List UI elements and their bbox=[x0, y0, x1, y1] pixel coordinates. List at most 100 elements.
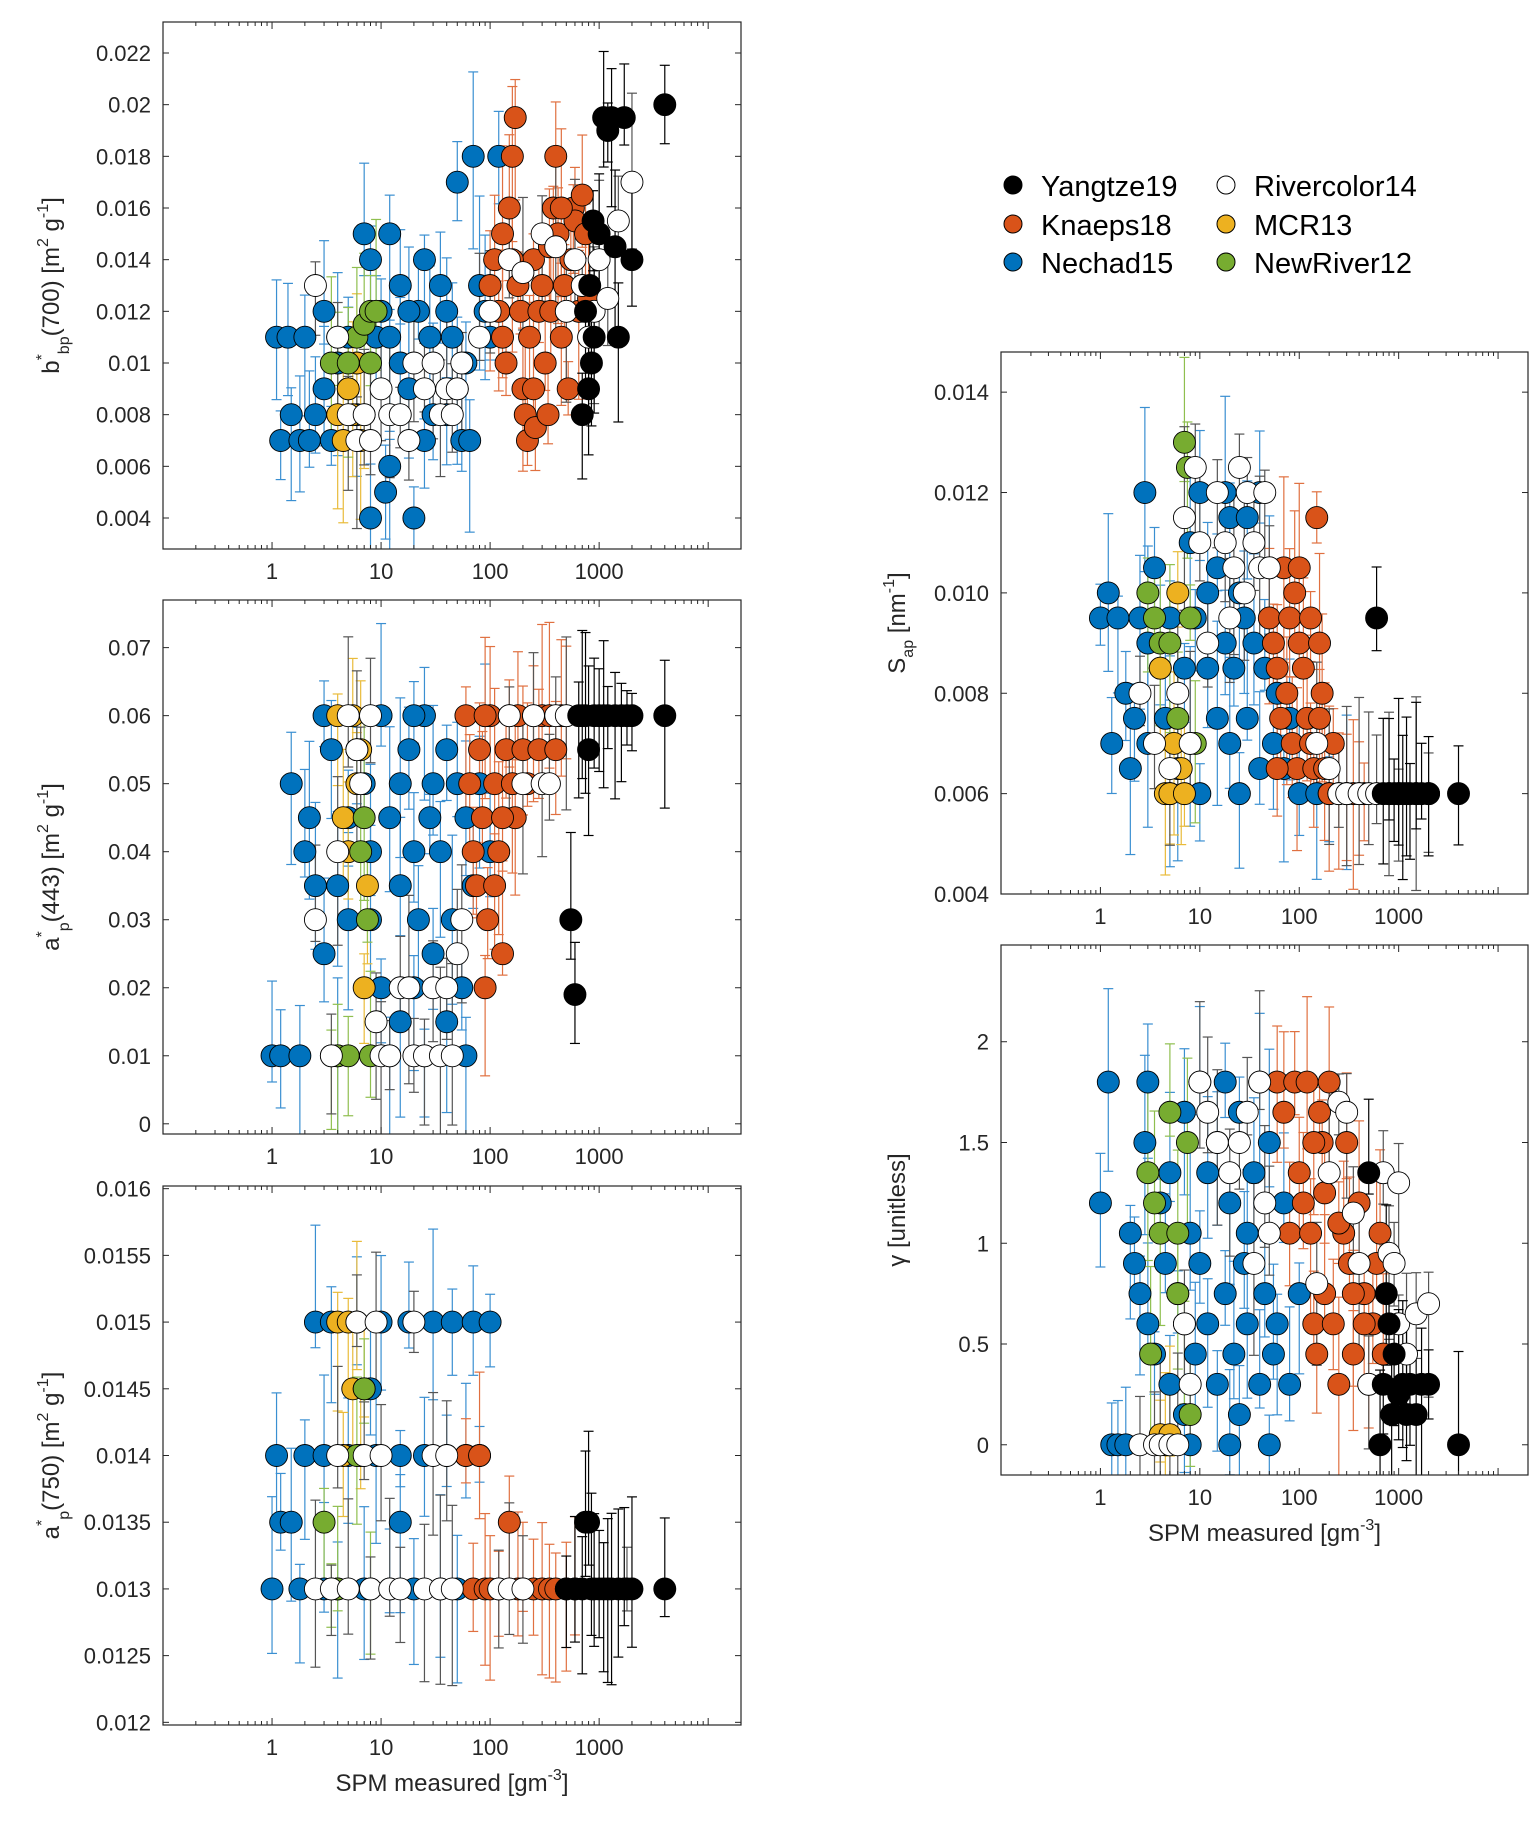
data-point bbox=[473, 976, 497, 1000]
data-point bbox=[1175, 1131, 1199, 1154]
y-tick-label: 0.018 bbox=[96, 144, 151, 169]
x-tick-label: 1000 bbox=[1374, 904, 1423, 929]
x-tick-label: 1000 bbox=[575, 1735, 624, 1760]
data-point bbox=[413, 248, 436, 272]
data-point bbox=[1275, 681, 1299, 705]
data-point bbox=[461, 144, 485, 168]
ylabel-main: S bbox=[884, 658, 911, 674]
x-tick-label: 1000 bbox=[575, 559, 624, 584]
data-point bbox=[1278, 1221, 1302, 1245]
ylabel-sub: bp bbox=[56, 336, 73, 354]
ylabel-main: a bbox=[38, 1525, 65, 1539]
ylabel-unit-sup: -1 bbox=[35, 790, 52, 804]
data-point bbox=[288, 1044, 312, 1068]
data-point bbox=[435, 299, 459, 323]
data-point bbox=[1242, 1251, 1266, 1275]
y-tick-label: 0.0155 bbox=[84, 1243, 151, 1268]
y-tick-label: 0.013 bbox=[96, 1577, 151, 1602]
x-tick-label: 1 bbox=[266, 1144, 278, 1169]
data-point bbox=[1299, 606, 1323, 630]
data-point bbox=[491, 222, 514, 246]
data-point bbox=[1248, 1372, 1272, 1396]
data-point bbox=[1295, 1070, 1319, 1094]
y-tick-label: 0.012 bbox=[96, 1710, 151, 1735]
data-point bbox=[378, 454, 402, 478]
data-point bbox=[1143, 731, 1166, 755]
data-point bbox=[544, 144, 568, 168]
legend-item-nechad15: Nechad15 bbox=[1003, 248, 1173, 280]
data-point bbox=[359, 351, 382, 375]
data-point bbox=[1188, 531, 1212, 555]
data-point bbox=[1327, 1372, 1351, 1396]
data-point bbox=[1368, 1433, 1392, 1457]
ylabel-end: ] bbox=[38, 1372, 65, 1379]
legend-label: NewRiver12 bbox=[1254, 248, 1412, 280]
data-point bbox=[1341, 1342, 1365, 1366]
data-point bbox=[1196, 656, 1220, 680]
data-point bbox=[352, 403, 376, 427]
data-point bbox=[445, 377, 469, 401]
data-point bbox=[352, 222, 376, 246]
x-tick-label: 10 bbox=[369, 1144, 393, 1169]
axes-box bbox=[162, 599, 742, 1135]
data-point bbox=[435, 1010, 459, 1034]
legend-marker bbox=[1003, 175, 1023, 195]
y-tick-label: 0.016 bbox=[96, 1177, 151, 1202]
y-tick-label: 0.022 bbox=[96, 41, 151, 66]
data-point bbox=[606, 209, 630, 233]
data-point bbox=[1305, 1272, 1329, 1296]
data-point bbox=[1143, 556, 1166, 580]
data-point bbox=[1417, 1372, 1441, 1396]
data-point bbox=[352, 1377, 376, 1401]
data-point bbox=[1335, 1100, 1359, 1124]
x-tick-label: 10 bbox=[369, 1735, 393, 1760]
data-point bbox=[1313, 1181, 1337, 1205]
data-point bbox=[359, 704, 382, 728]
data-point bbox=[653, 704, 677, 728]
x-tick-label: 1 bbox=[1094, 1485, 1106, 1510]
data-point bbox=[326, 874, 350, 898]
ylabel-sup: * bbox=[34, 931, 51, 937]
data-point bbox=[511, 261, 535, 285]
data-point bbox=[293, 840, 317, 864]
data-point bbox=[303, 874, 327, 898]
y-tick-label: 0.014 bbox=[96, 1444, 151, 1469]
data-point bbox=[1158, 1372, 1182, 1396]
data-point bbox=[491, 806, 514, 830]
data-point bbox=[1261, 631, 1285, 655]
ylabel-mid: g bbox=[38, 804, 65, 824]
y-tick-label: 0.01 bbox=[108, 1044, 151, 1069]
legend-marker bbox=[1216, 252, 1236, 272]
data-point bbox=[1096, 581, 1120, 605]
y-tick-label: 0.014 bbox=[934, 380, 989, 405]
ylabel-unit-sup: -1 bbox=[35, 204, 52, 218]
data-point bbox=[620, 704, 644, 728]
data-point bbox=[500, 144, 524, 168]
data-point bbox=[1136, 1161, 1160, 1185]
data-point bbox=[1308, 706, 1331, 730]
data-point bbox=[1188, 1251, 1212, 1275]
x-tick-label: 1 bbox=[1094, 904, 1106, 929]
axes-box bbox=[1000, 351, 1529, 895]
data-point bbox=[468, 1444, 491, 1467]
data-point bbox=[612, 106, 636, 130]
panel-sap-scatter: 0.004 0.006 0.008 0.010 0.012 0.014 1 10 100 1000… bbox=[881, 351, 1529, 929]
data-point bbox=[355, 874, 379, 898]
data-point bbox=[402, 1310, 426, 1334]
data-point bbox=[587, 222, 611, 246]
data-point bbox=[578, 274, 602, 297]
data-point bbox=[378, 222, 402, 246]
data-point bbox=[458, 429, 482, 452]
data-point bbox=[440, 325, 464, 349]
data-point bbox=[440, 1310, 464, 1334]
data-point bbox=[544, 235, 568, 259]
data-point bbox=[533, 351, 557, 375]
y-tick-label: 0.07 bbox=[108, 636, 151, 661]
data-point bbox=[1139, 1342, 1163, 1366]
x-tick-label: 10 bbox=[1188, 1485, 1212, 1510]
data-point bbox=[1196, 1161, 1220, 1185]
data-point bbox=[352, 976, 376, 1000]
legend-label: Nechad15 bbox=[1041, 248, 1173, 280]
data-point bbox=[478, 274, 502, 297]
data-point bbox=[478, 299, 502, 323]
